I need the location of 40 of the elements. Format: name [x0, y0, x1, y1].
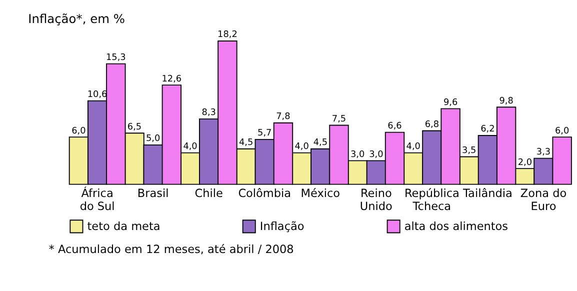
data-label: 15,3	[106, 53, 126, 64]
data-label: 7,8	[276, 112, 291, 122]
x-tick-label: Reino Unido	[360, 186, 393, 214]
data-label: 6,0	[72, 126, 86, 136]
legend-label: alta dos alimentos	[404, 220, 508, 234]
x-tick-label: Tailândia	[462, 186, 512, 200]
data-label: 4,5	[238, 138, 254, 148]
x-tick-label: México	[300, 186, 340, 200]
data-label: 3,5	[462, 146, 476, 156]
data-label: 4,5	[313, 138, 328, 148]
x-tick-label: Zona do Euro	[520, 186, 567, 214]
data-label: 6,5	[127, 122, 142, 132]
data-label: 6,0	[554, 126, 570, 136]
x-tick-label: Chile	[194, 186, 224, 200]
data-label: 3,0	[369, 150, 384, 160]
data-label: 8,3	[202, 108, 216, 118]
data-label: 9,8	[499, 96, 514, 106]
data-label: 7,5	[332, 114, 346, 124]
chart-title: Inflação*, em %	[28, 12, 125, 26]
x-tick-label: República Tcheca	[404, 186, 460, 214]
x-tick-label: Brasil	[137, 186, 169, 200]
legend-label: Inflação	[260, 220, 304, 234]
x-tick-label: África do Sul	[80, 186, 115, 214]
data-label: 2,0	[518, 158, 532, 168]
data-label: 6,6	[388, 122, 402, 132]
data-label: 9,6	[443, 98, 458, 108]
data-label: 3,0	[350, 150, 365, 160]
data-label: 6,2	[480, 124, 495, 135]
data-label: 3,3	[536, 148, 551, 158]
data-label: 4,0	[406, 142, 421, 152]
legend-label: teto da meta	[87, 220, 160, 234]
data-label: 6,8	[424, 120, 440, 130]
data-label: 4,0	[183, 142, 198, 152]
x-tick-label: Colômbia	[238, 186, 292, 200]
data-label: 4,0	[294, 142, 310, 152]
data-label: 18,2	[218, 30, 238, 40]
data-label: 5,0	[146, 134, 160, 144]
data-label: 12,6	[162, 74, 182, 84]
data-label: 5,7	[258, 128, 272, 139]
text: * Acumulado em 12 meses, até abril / 2008	[48, 242, 294, 256]
